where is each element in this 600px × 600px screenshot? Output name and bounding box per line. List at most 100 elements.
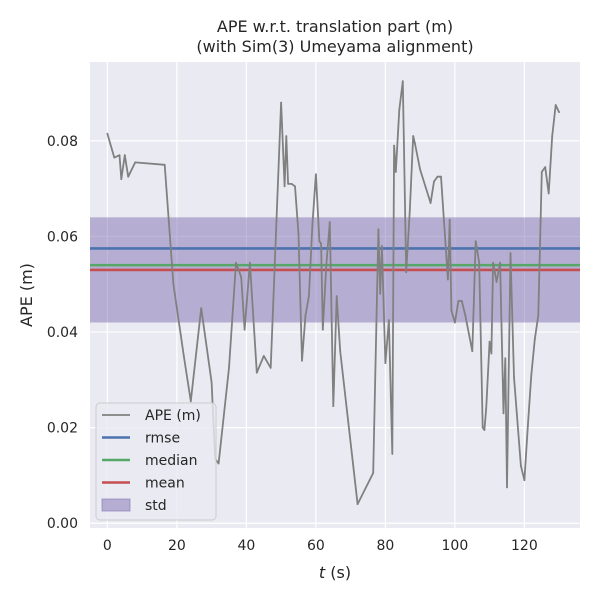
ape-data-point: [419, 168, 422, 171]
ape-data-point: [377, 228, 380, 231]
ape-data-point: [120, 178, 123, 180]
ape-data-point: [448, 218, 451, 221]
ape-data-point: [537, 314, 540, 317]
ape-data-point: [490, 352, 493, 355]
ape-data-point: [356, 503, 359, 506]
ape-data-point: [547, 192, 550, 195]
legend-label-median: median: [145, 453, 197, 469]
ape-data-point: [304, 314, 307, 317]
ape-data-point: [384, 362, 387, 365]
ape-data-point: [401, 80, 404, 83]
y-tick-label: 0.04: [47, 325, 78, 341]
x-tick-label: 120: [511, 538, 538, 554]
x-axis-label-unit: (s): [325, 563, 351, 582]
ape-data-point: [506, 486, 508, 489]
legend-label-mean: mean: [145, 476, 185, 492]
ape-data-point: [379, 292, 382, 295]
x-tick-label: 100: [442, 538, 469, 554]
ape-data-point: [533, 338, 536, 341]
legend-label-rmse: rmse: [145, 431, 180, 447]
ape-data-point: [520, 464, 522, 467]
ape-data-point: [285, 135, 288, 137]
stats-layer: [90, 217, 580, 323]
ape-data-point: [325, 264, 328, 267]
ape-data-point: [499, 261, 501, 264]
chart-title: APE w.r.t. translation part (m): [217, 17, 453, 36]
legend-box: [95, 402, 217, 521]
legend-swatch-std: [101, 498, 131, 512]
x-axis-label: t (s): [319, 563, 351, 582]
ape-data-point: [523, 479, 526, 482]
ape-data-point: [269, 366, 272, 369]
ape-data-point: [182, 355, 185, 357]
ape-data-point: [320, 242, 322, 245]
ape-data-point: [123, 154, 126, 157]
ape-data-point: [308, 295, 310, 298]
ape-data-point: [408, 211, 411, 214]
ape-data-point: [471, 350, 474, 353]
ape-data-point: [235, 261, 237, 264]
ape-data-point: [433, 180, 435, 183]
x-tick-label: 40: [237, 538, 255, 554]
ape-data-point: [450, 309, 453, 312]
ape-data-point: [200, 307, 203, 310]
ape-data-point: [311, 223, 314, 226]
ape-data-point: [485, 407, 488, 410]
ape-data-point: [321, 328, 324, 331]
y-tick-label: 0.00: [47, 516, 78, 532]
ape-data-point: [544, 166, 547, 169]
ape-data-point: [127, 175, 130, 178]
ape-data-point: [228, 366, 230, 369]
ape-data-point: [540, 171, 543, 173]
ape-data-point: [318, 240, 321, 243]
ape-data-point: [453, 321, 456, 324]
ape-data-point: [287, 182, 289, 185]
x-tick-labels: 0 20 40 60 80 100 120: [103, 538, 538, 554]
ape-data-point: [464, 314, 467, 317]
ape-data-point: [554, 104, 557, 106]
ape-data-point: [478, 261, 481, 264]
ape-data-point: [457, 300, 460, 302]
ape-data-point: [436, 175, 439, 178]
ape-data-point: [262, 355, 265, 357]
ape-data-point: [513, 376, 515, 379]
ape-data-point: [332, 405, 335, 408]
ape-data-point: [118, 154, 121, 157]
ape-data-point: [492, 261, 495, 264]
x-tick-label: 0: [103, 538, 112, 554]
ape-data-point: [394, 171, 397, 173]
ape-data-point: [335, 295, 338, 298]
ape-data-point: [509, 252, 512, 255]
ape-data-point: [504, 357, 507, 360]
y-tick-label: 0.02: [47, 421, 78, 437]
ape-data-point: [328, 221, 331, 224]
ape-data-point: [217, 462, 220, 465]
ape-data-point: [372, 472, 375, 474]
ape-data-point: [391, 453, 394, 455]
legend: APE (m) rmse median mean std: [95, 402, 217, 521]
ape-data-point: [290, 182, 293, 185]
y-tick-label: 0.06: [47, 229, 78, 245]
ape-data-point: [495, 280, 498, 283]
ape-data-point: [172, 283, 175, 286]
ape-data-point: [301, 359, 303, 362]
ape-data-point: [189, 400, 192, 403]
chart-subtitle: (with Sim(3) Umeyama alignment): [196, 37, 473, 56]
ape-data-point: [526, 424, 529, 427]
ape-data-point: [440, 175, 442, 178]
ape-data-point: [210, 381, 213, 384]
ape-data-point: [488, 340, 491, 343]
y-axis-label: APE (m): [17, 263, 36, 327]
ape-data-point: [398, 108, 401, 111]
ape-data-point: [248, 261, 251, 264]
ape-data-point: [558, 111, 561, 114]
ape-data-point: [387, 319, 390, 321]
ape-data-point: [429, 202, 432, 204]
ape-data-point: [405, 271, 408, 274]
x-axis-label-variable: t: [319, 563, 326, 582]
ape-data-point: [481, 426, 484, 429]
ape-data-point: [414, 142, 416, 145]
x-tick-label: 20: [168, 538, 186, 554]
legend-label-ape: APE (m): [145, 408, 201, 424]
